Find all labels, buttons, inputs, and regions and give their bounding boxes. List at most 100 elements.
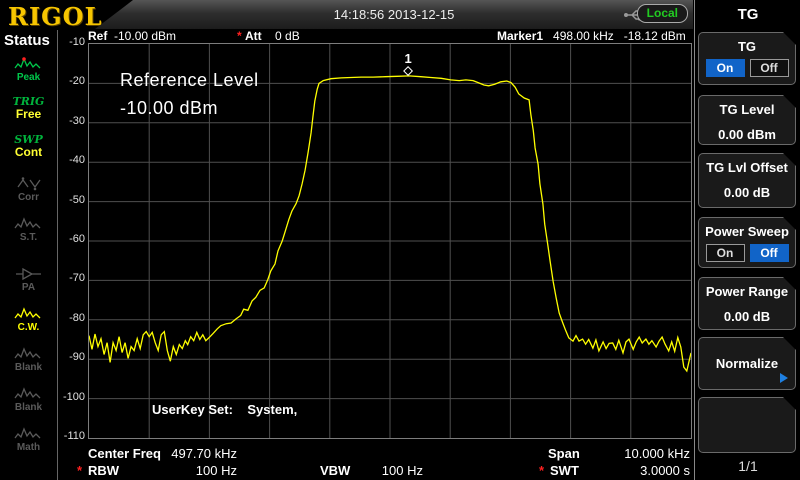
softkey-label: TG xyxy=(737,39,757,54)
softkey-power-range[interactable]: Power Range 0.00 dB xyxy=(698,277,796,330)
softkey-label: Power Range xyxy=(705,284,789,299)
vbw-label: VBW xyxy=(320,463,351,478)
reference-level-annotation: Reference Level xyxy=(120,70,259,90)
corr-icon xyxy=(16,177,41,191)
y-axis-label: -70 xyxy=(69,272,85,285)
rigol-logo: RIGOL xyxy=(8,2,103,31)
sidebar-item-pa: PA xyxy=(0,266,57,304)
ref-level-label: Ref -10.00 dBm xyxy=(88,29,177,43)
y-axis-label: -30 xyxy=(69,114,85,127)
softkey-value: 0.00 dB xyxy=(723,309,771,324)
swt-label: SWT xyxy=(550,463,579,478)
center-freq-value: 497.70 kHz xyxy=(171,446,237,461)
wave-icon xyxy=(13,217,40,229)
sidebar-item-corr: Corr xyxy=(0,176,57,214)
peak-wave-icon xyxy=(13,57,40,69)
toggle-row: On Off xyxy=(705,59,789,77)
wave-icon xyxy=(13,387,40,399)
y-axis-label: -100 xyxy=(62,390,85,403)
softkey-menu: TG TG On Off TG Level 0.00 dBm TG Lvl Offset 0… xyxy=(694,0,800,480)
marker-number: 1 xyxy=(404,51,411,66)
y-axis-label: -50 xyxy=(69,193,85,206)
userkey-message: UserKey Set: System, xyxy=(152,402,298,417)
menu-page-indicator: 1/1 xyxy=(738,458,758,474)
sidebar-item-peak: Peak xyxy=(0,56,57,94)
att-asterisk: * xyxy=(237,29,242,43)
trace-line xyxy=(88,75,692,373)
softkey-label: TG Level xyxy=(719,102,775,117)
softkey-normalize[interactable]: Normalize xyxy=(698,337,796,390)
toggle-off[interactable]: Off xyxy=(749,244,789,262)
toggle-off[interactable]: Off xyxy=(749,59,789,77)
vbw-value: 100 Hz xyxy=(381,463,423,478)
toggle-row: On Off xyxy=(705,244,789,262)
rbw-label: RBW xyxy=(88,463,120,478)
top-bar: RIGOL 14:18:56 2013-12-15 Local xyxy=(0,0,800,31)
preamp-icon xyxy=(15,267,41,281)
y-axis-label: -60 xyxy=(69,233,85,245)
sidebar-item-blank2: Blank xyxy=(0,386,57,424)
y-axis-label: -110 xyxy=(63,430,85,442)
softkey-empty xyxy=(698,397,796,453)
softkey-label: TG Lvl Offset xyxy=(706,160,788,175)
toggle-on[interactable]: On xyxy=(705,244,745,262)
softkey-tg-lvl-offset[interactable]: TG Lvl Offset 0.00 dB xyxy=(698,153,796,208)
span-label: Span xyxy=(548,446,580,461)
center-freq-label: Center Freq xyxy=(88,446,161,461)
span-value: 10.000 kHz xyxy=(624,446,690,461)
softkey-tg[interactable]: TG On Off xyxy=(698,32,796,85)
y-axis-label: -90 xyxy=(69,351,85,364)
sidebar-item-st: S.T. xyxy=(0,216,57,254)
attenuation-label: * Att 0 dB xyxy=(237,29,300,43)
marker-frequency: 498.00 kHz xyxy=(553,29,614,43)
datetime-display: 14:18:56 2013-12-15 xyxy=(333,7,455,22)
sidebar-item-label: Blank xyxy=(14,362,43,373)
sidebar-item-label: Peak xyxy=(16,72,41,83)
sidebar-item-label: PA xyxy=(21,282,36,293)
sidebar-item-label: Free xyxy=(15,107,42,121)
marker-readout: Marker1 498.00 kHz -18.12 dBm xyxy=(497,29,686,43)
sidebar-item-label: Corr xyxy=(17,192,40,203)
y-axis-label: -80 xyxy=(69,311,85,324)
reference-level-value-annotation: -10.00 dBm xyxy=(120,98,219,118)
softkey-label: Normalize xyxy=(715,356,779,371)
softkey-label: Power Sweep xyxy=(705,224,789,239)
wave-icon xyxy=(13,307,40,319)
wave-icon xyxy=(13,427,40,439)
status-sidebar: Status Peak TRIG Free SWP Cont Corr S.T. PA C.… xyxy=(0,30,58,480)
top-strip: 14:18:56 2013-12-15 Local xyxy=(95,0,693,29)
sidebar-item-label: Math xyxy=(16,442,41,453)
softkey-tg-level[interactable]: TG Level 0.00 dBm xyxy=(698,95,796,145)
sidebar-item-label: S.T. xyxy=(19,232,38,243)
sidebar-item-mode: SWP xyxy=(14,133,43,146)
softkey-power-sweep[interactable]: Power Sweep On Off xyxy=(698,217,796,268)
menu-title: TG xyxy=(737,6,759,23)
toggle-on[interactable]: On xyxy=(705,59,745,77)
softkey-value: 0.00 dB xyxy=(723,185,771,200)
y-axis-label: -40 xyxy=(69,154,85,167)
sidebar-item-trig: TRIG Free xyxy=(0,96,57,134)
marker-diamond-icon xyxy=(403,66,414,76)
sidebar-item-label: Cont xyxy=(14,145,43,159)
local-badge[interactable]: Local xyxy=(636,4,688,23)
sidebar-item-math: Math xyxy=(0,426,57,464)
sidebar-item-swp: SWP Cont xyxy=(0,134,57,172)
rbw-asterisk: * xyxy=(77,463,83,478)
sidebar-item-label: C.W. xyxy=(17,322,40,333)
sidebar-item-mode: TRIG xyxy=(12,95,45,108)
y-axis-label: -20 xyxy=(69,75,85,88)
rbw-value: 100 Hz xyxy=(195,463,237,478)
sidebar-item-blank1: Blank xyxy=(0,346,57,384)
y-axis-label: -10 xyxy=(69,36,85,48)
marker-amplitude: -18.12 dBm xyxy=(623,29,686,43)
wave-icon xyxy=(13,347,40,359)
ref-level-value: -10.00 dBm xyxy=(114,29,177,43)
trace-display: 1 xyxy=(88,43,692,439)
sidebar-item-cw: C.W. xyxy=(0,306,57,344)
softkey-value: 0.00 dBm xyxy=(718,127,776,142)
swt-asterisk: * xyxy=(539,463,545,478)
submenu-arrow-icon xyxy=(780,373,788,383)
swt-value: 3.0000 s xyxy=(640,463,690,478)
attenuation-value: 0 dB xyxy=(275,29,300,43)
